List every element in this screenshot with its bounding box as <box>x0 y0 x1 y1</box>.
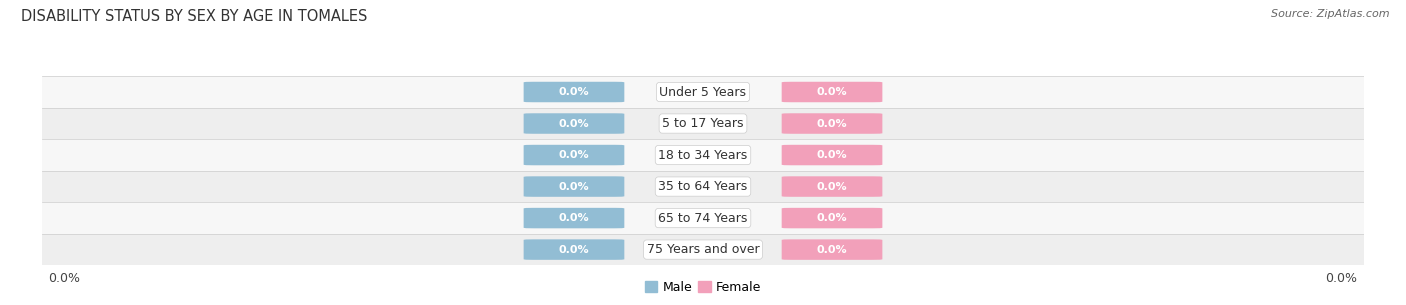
FancyBboxPatch shape <box>782 239 883 260</box>
Text: 0.0%: 0.0% <box>817 87 848 97</box>
Text: DISABILITY STATUS BY SEX BY AGE IN TOMALES: DISABILITY STATUS BY SEX BY AGE IN TOMAL… <box>21 9 367 24</box>
Text: 0.0%: 0.0% <box>558 119 589 128</box>
Text: Source: ZipAtlas.com: Source: ZipAtlas.com <box>1271 9 1389 19</box>
Text: 65 to 74 Years: 65 to 74 Years <box>658 212 748 224</box>
FancyBboxPatch shape <box>782 82 883 102</box>
FancyBboxPatch shape <box>782 176 883 197</box>
Text: 35 to 64 Years: 35 to 64 Years <box>658 180 748 193</box>
FancyBboxPatch shape <box>523 82 624 102</box>
FancyBboxPatch shape <box>782 208 883 228</box>
FancyBboxPatch shape <box>523 113 624 134</box>
Text: 0.0%: 0.0% <box>48 272 80 285</box>
Text: 0.0%: 0.0% <box>817 150 848 160</box>
Text: 0.0%: 0.0% <box>558 87 589 97</box>
Text: 0.0%: 0.0% <box>817 119 848 128</box>
Text: 0.0%: 0.0% <box>817 213 848 223</box>
FancyBboxPatch shape <box>523 176 624 197</box>
Text: 0.0%: 0.0% <box>817 245 848 255</box>
FancyBboxPatch shape <box>782 113 883 134</box>
FancyBboxPatch shape <box>42 108 1364 139</box>
Text: 75 Years and over: 75 Years and over <box>647 243 759 256</box>
Text: 18 to 34 Years: 18 to 34 Years <box>658 149 748 162</box>
Text: Under 5 Years: Under 5 Years <box>659 85 747 99</box>
Legend: Male, Female: Male, Female <box>640 276 766 299</box>
Text: 5 to 17 Years: 5 to 17 Years <box>662 117 744 130</box>
FancyBboxPatch shape <box>42 171 1364 202</box>
Text: 0.0%: 0.0% <box>558 245 589 255</box>
FancyBboxPatch shape <box>42 76 1364 108</box>
Text: 0.0%: 0.0% <box>558 150 589 160</box>
FancyBboxPatch shape <box>42 202 1364 234</box>
FancyBboxPatch shape <box>42 139 1364 171</box>
Text: 0.0%: 0.0% <box>1326 272 1358 285</box>
Text: 0.0%: 0.0% <box>558 213 589 223</box>
FancyBboxPatch shape <box>42 234 1364 265</box>
Text: 0.0%: 0.0% <box>817 181 848 192</box>
FancyBboxPatch shape <box>523 239 624 260</box>
FancyBboxPatch shape <box>782 145 883 165</box>
Text: 0.0%: 0.0% <box>558 181 589 192</box>
FancyBboxPatch shape <box>523 145 624 165</box>
FancyBboxPatch shape <box>523 208 624 228</box>
